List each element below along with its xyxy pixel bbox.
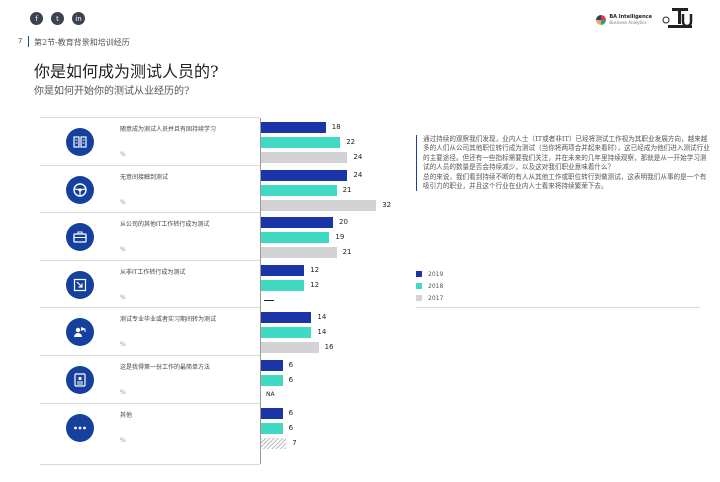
no-data-dash xyxy=(264,299,274,301)
bar-2017 xyxy=(261,437,287,449)
bar-value-label: 21 xyxy=(342,248,352,257)
bar-2019 xyxy=(261,217,333,229)
bar-2018 xyxy=(261,232,330,244)
legend-swatch xyxy=(416,283,422,289)
legend-label: 2017 xyxy=(428,294,444,302)
bar-2019 xyxy=(261,122,326,133)
legend-swatch xyxy=(416,295,422,301)
bar-2018 xyxy=(261,422,283,434)
category-row: 测试专业毕业或者实习期间转为测试% xyxy=(40,307,260,355)
twitter-icon[interactable]: t xyxy=(51,12,64,25)
bar-value-label: 12 xyxy=(310,280,320,289)
bar-value-label: 32 xyxy=(382,200,392,209)
bar-value-label: 19 xyxy=(335,233,345,242)
category-row: 从非IT工作转行成为测试% xyxy=(40,259,260,308)
bar-value-label: 14 xyxy=(317,313,327,322)
bar-2019 xyxy=(261,312,312,324)
steering-wheel-icon xyxy=(66,175,94,204)
logo-name: BA Intelligence xyxy=(609,14,652,20)
bar-2019 xyxy=(261,407,283,419)
bar-value-label: 6 xyxy=(288,408,294,417)
commentary-paragraph-1: 通过持续的观察我们发现，业内人士（IT或者非IT）已经将测试工作视为其职业发展方… xyxy=(423,135,710,172)
id-card-icon xyxy=(66,366,94,394)
bar-value-label: 16 xyxy=(324,343,334,352)
ba-logo-mark xyxy=(596,15,607,25)
bar-value-label: 21 xyxy=(342,185,352,194)
bar-2018 xyxy=(261,279,305,291)
section-marker xyxy=(28,36,29,47)
graduate-icon xyxy=(66,318,94,347)
category-label: 从非IT工作转行成为测试 xyxy=(120,268,186,276)
page-title: 你是如何成为测试人员的? xyxy=(34,62,219,81)
linkedin-icon[interactable]: in xyxy=(72,12,85,25)
category-unit: % xyxy=(120,198,126,206)
category-unit: % xyxy=(120,151,126,158)
bar-value-label: 24 xyxy=(353,170,363,179)
category-label: 测试专业毕业或者实习期间转为测试 xyxy=(120,316,217,324)
category-label: 从公司的其他IT工作转行成为测试 xyxy=(120,221,210,229)
bar-value-label: 18 xyxy=(331,123,341,131)
bar-2018 xyxy=(261,375,283,386)
chart-legend: 2019 2018 2017 xyxy=(416,268,443,304)
legend-rule xyxy=(416,307,700,308)
transfer-icon xyxy=(66,270,94,299)
bar-value-label: 20 xyxy=(339,218,348,227)
commentary-box: 通过持续的观察我们发现，业内人士（IT或者非IT）已经将测试工作视为其职业发展方… xyxy=(416,135,713,192)
bar-value-label: 22 xyxy=(346,138,356,146)
page-number: 7 xyxy=(18,37,23,45)
bar-value-label: 24 xyxy=(353,153,363,161)
bar-value-label: 6 xyxy=(288,361,294,369)
bar-value-label: 12 xyxy=(310,265,320,274)
bar-2018 xyxy=(261,327,312,339)
bar-value-label: 14 xyxy=(317,328,327,337)
legend-label: 2019 xyxy=(428,270,444,278)
category-unit: % xyxy=(120,293,126,301)
category-unit: % xyxy=(120,341,126,349)
category-unit: % xyxy=(120,389,126,396)
category-label: 其他 xyxy=(120,411,133,419)
more-icon xyxy=(66,413,94,442)
section-title: 第2节-教育背景和培训经历 xyxy=(34,38,130,47)
page-subtitle: 你是如何开始你的测试从业经历的? xyxy=(34,86,190,97)
category-unit: % xyxy=(120,436,126,444)
ba-intelligence-logo: BA Intelligence Business Analytics xyxy=(596,14,652,26)
category-row: 这是我得第一份工作的最简单方法% xyxy=(40,355,260,403)
social-links: f t in xyxy=(30,12,85,25)
category-label: 随意成为测试人员并且有固持续学习 xyxy=(120,126,217,133)
bar-2017 xyxy=(261,199,377,211)
bar-value-label: 6 xyxy=(288,376,294,384)
bar-2019 xyxy=(261,169,348,181)
category-row: 从公司的其他IT工作转行成为测试% xyxy=(40,212,260,260)
category-label: 这是我得第一份工作的最简单方法 xyxy=(120,364,211,371)
facebook-icon[interactable]: f xyxy=(30,12,43,25)
category-unit: % xyxy=(120,246,126,254)
legend-item: 2019 xyxy=(416,268,443,280)
logo-tagline: Business Analytics xyxy=(609,20,647,25)
bar-2019 xyxy=(261,264,305,276)
list-bottom-rule xyxy=(40,464,260,465)
bar-value-label: 6 xyxy=(288,423,294,432)
category-row: 其他% xyxy=(40,402,260,451)
legend-item: 2017 xyxy=(416,292,443,304)
category-row: 无意间接触到测试% xyxy=(40,164,260,213)
bar-2017 xyxy=(261,247,337,259)
tester-logo-icon xyxy=(662,8,693,28)
category-label: 无意间接触到测试 xyxy=(120,173,169,181)
commentary-paragraph-2: 总的来说，我们看到持续不断的有人从其他工作或职位转行到做测试，这表明我们从事的是… xyxy=(423,172,707,191)
legend-item: 2018 xyxy=(416,280,443,292)
bar-2017 xyxy=(261,152,348,163)
bar-2018 xyxy=(261,137,341,148)
legend-label: 2018 xyxy=(428,282,444,290)
bar-2018 xyxy=(261,184,337,196)
no-data-label: NA xyxy=(266,391,275,398)
briefcase-icon xyxy=(66,223,94,252)
bar-2017 xyxy=(261,342,319,354)
bar-value-label: 7 xyxy=(292,438,297,447)
chart-axis xyxy=(260,118,261,464)
book-icon xyxy=(66,128,94,156)
bar-2019 xyxy=(261,360,283,371)
header-logos: BA Intelligence Business Analytics xyxy=(596,6,700,34)
legend-swatch xyxy=(416,271,422,277)
category-row: 随意成为测试人员并且有固持续学习% xyxy=(40,117,260,165)
